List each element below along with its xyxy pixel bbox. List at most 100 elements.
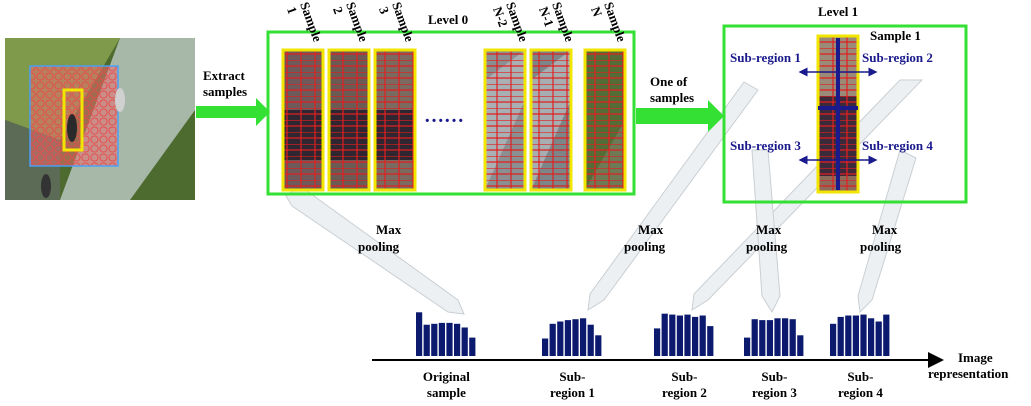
- histogram-bar: [595, 335, 602, 356]
- histogram-bar: [549, 323, 556, 356]
- histogram-bar: [782, 318, 789, 356]
- histogram-bar: [661, 313, 668, 356]
- input-image: [5, 38, 195, 200]
- sample-strip: [529, 48, 573, 192]
- subregion-3-label: Sub-region 3: [730, 138, 801, 153]
- histogram-bar: [797, 335, 804, 356]
- histogram-bar: [416, 312, 423, 356]
- sample-strip: [373, 48, 417, 192]
- histogram-bar: [868, 318, 875, 356]
- histogram-bar: [830, 323, 837, 356]
- sample-label-word: Sample: [343, 0, 371, 44]
- level0-box: [266, 30, 636, 196]
- sample-label: SampleN: [588, 0, 629, 49]
- level0-samples: [281, 48, 627, 192]
- histogram-label: Sub-: [761, 369, 787, 384]
- histogram-bar: [699, 315, 706, 356]
- level0-title: Level 0: [428, 12, 468, 27]
- level1-box: [722, 24, 968, 204]
- histogram-bar: [564, 320, 571, 356]
- histogram-bar: [744, 337, 751, 356]
- histogram-bar: [438, 322, 445, 356]
- sample-label: Sample1: [284, 0, 325, 49]
- pooling-label-2a: Max: [638, 222, 664, 237]
- axis-label-1: Image: [958, 350, 993, 365]
- green-arrow-one-of: [636, 100, 724, 132]
- histogram-bar: [580, 318, 587, 356]
- histogram-bar: [654, 328, 661, 356]
- histogram: Sub-region 4: [830, 314, 890, 400]
- pooling-label-1b: pooling: [358, 239, 400, 254]
- sample-strip: [483, 48, 527, 192]
- histogram-label: sample: [427, 385, 466, 400]
- histogram-bar: [774, 318, 781, 356]
- sample-strip: [327, 48, 371, 192]
- sample-label-index: 1: [284, 5, 300, 16]
- histogram-bar: [759, 320, 766, 356]
- sample-strip: [281, 48, 325, 192]
- green-arrow-extract: [196, 98, 270, 126]
- extract-label-2: samples: [203, 84, 247, 99]
- sample-label-index: N-1: [536, 5, 557, 29]
- pedestrian: [115, 88, 125, 112]
- ghost-arrow-sub1: [587, 81, 759, 311]
- sample-label: SampleN-2: [490, 0, 531, 49]
- pedestrian: [41, 174, 51, 198]
- subregion-1-label: Sub-region 1: [730, 50, 801, 65]
- sample-label: Sample2: [330, 0, 371, 49]
- histogram-bar: [423, 324, 430, 356]
- subregion-2-label: Sub-region 2: [862, 50, 933, 65]
- histogram-bar: [431, 323, 438, 356]
- histogram-bar: [875, 321, 882, 356]
- histogram: Sub-region 3: [744, 318, 804, 400]
- sample-strip: [583, 48, 627, 192]
- ghost-arrow-sub2: [691, 79, 924, 311]
- sample-label: Sample3: [376, 0, 417, 49]
- sample-label-index: N-2: [490, 5, 511, 29]
- histogram-bar: [542, 338, 549, 356]
- sample-label-word: Sample: [389, 0, 417, 44]
- axis-label-2: representation: [928, 366, 1009, 381]
- pooling-label-4b: pooling: [860, 239, 902, 254]
- sample-label-index: 2: [330, 5, 346, 16]
- histogram-label: Sub-: [847, 369, 873, 384]
- sample-label-index: N: [588, 5, 606, 20]
- one-of-label-1: One of: [650, 74, 688, 89]
- histogram-bar: [676, 315, 683, 356]
- histogram-bar: [446, 322, 453, 356]
- extract-label-1: Extract: [203, 68, 246, 83]
- level1-title: Level 1: [818, 4, 858, 19]
- histogram-label: Sub-: [559, 369, 585, 384]
- histogram-label: region 2: [662, 385, 707, 400]
- histogram-bar: [789, 319, 796, 356]
- ellipsis: ……: [424, 105, 464, 127]
- histogram: Sub-region 1: [542, 318, 602, 400]
- sample-label: SampleN-1: [536, 0, 577, 49]
- histogram-bar: [572, 319, 579, 356]
- histogram-bar: [883, 314, 890, 356]
- histogram: Sub-region 2: [654, 313, 714, 400]
- histogram-bar: [707, 326, 714, 356]
- ghost-arrow-sub3: [751, 149, 781, 314]
- histogram-bar: [751, 319, 758, 356]
- histogram-bar: [684, 314, 691, 356]
- histogram-label: region 3: [752, 385, 797, 400]
- ghost-arrow-sub4: [857, 149, 917, 314]
- histogram-label: Sub-: [671, 369, 697, 384]
- sample-label-index: 3: [376, 5, 392, 17]
- pooling-label-3b: pooling: [746, 239, 788, 254]
- subregion-4-label: Sub-region 4: [862, 138, 933, 153]
- histogram-bar: [837, 316, 844, 356]
- histogram-label: region 4: [838, 385, 883, 400]
- sample-label-word: Sample: [297, 0, 325, 44]
- pooling-label-2b: pooling: [624, 239, 666, 254]
- pooling-ghost-arrows: [285, 79, 924, 315]
- level1-sample-label: Sample 1: [870, 28, 921, 43]
- level1-sample-strip: [816, 34, 860, 194]
- histogram-bar: [845, 315, 852, 356]
- pooling-label-1a: Max: [376, 222, 402, 237]
